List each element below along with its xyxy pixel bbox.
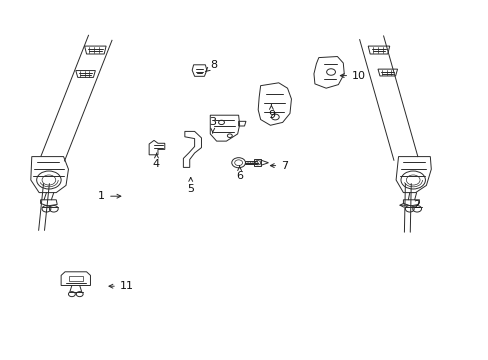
Text: 3: 3 xyxy=(209,117,216,133)
Text: 9: 9 xyxy=(267,105,274,120)
Text: 5: 5 xyxy=(187,177,194,194)
Text: 6: 6 xyxy=(236,166,243,181)
Text: 10: 10 xyxy=(340,71,366,81)
Text: 8: 8 xyxy=(205,60,217,72)
Text: 1: 1 xyxy=(98,191,121,201)
Text: 4: 4 xyxy=(153,153,160,169)
Text: 7: 7 xyxy=(270,161,288,171)
Text: 2: 2 xyxy=(399,200,420,210)
Text: 11: 11 xyxy=(109,281,134,291)
